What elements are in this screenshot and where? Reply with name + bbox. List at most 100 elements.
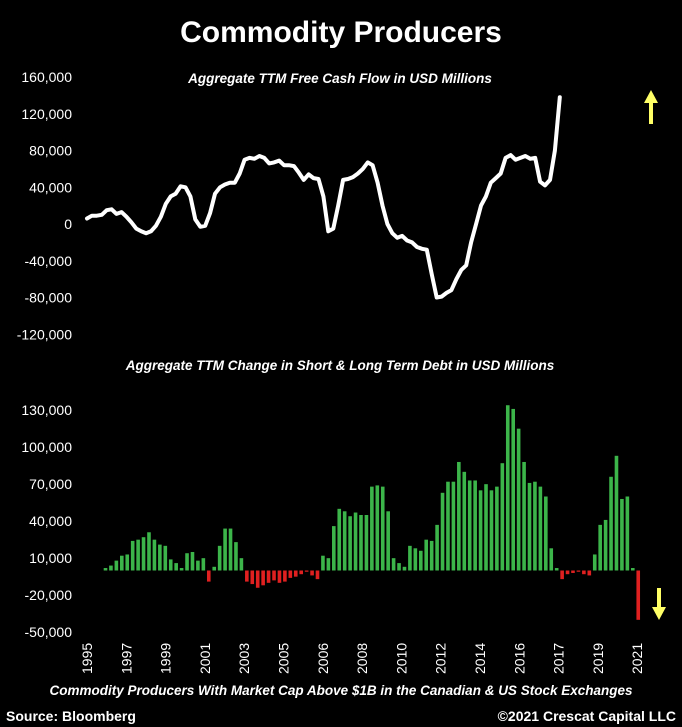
fcf-data-point xyxy=(430,272,434,277)
debt-bar-positive xyxy=(554,568,559,571)
debt-bar-positive xyxy=(505,405,510,571)
fcf-data-point xyxy=(188,194,192,198)
debt-bar-negative xyxy=(299,570,303,575)
debt-bar-negative xyxy=(565,570,570,575)
debt-bar-positive xyxy=(478,490,483,571)
fcf-data-point xyxy=(124,215,128,219)
x-tick-label: 2012 xyxy=(433,643,449,674)
debt-bar-positive xyxy=(348,516,352,571)
debt-y-tick-label: -50,000 xyxy=(25,624,73,640)
fcf-data-point xyxy=(321,194,325,198)
fcf-data-point xyxy=(208,211,212,215)
up-arrow-icon xyxy=(644,90,658,124)
x-tick-label: 2008 xyxy=(354,643,370,674)
fcf-data-point xyxy=(105,208,109,212)
fcf-data-point xyxy=(119,210,124,214)
debt-bar-positive xyxy=(190,552,195,571)
source-label: Source: Bloomberg xyxy=(6,708,136,724)
copyright-label: ©2021 Crescat Capital LLC xyxy=(498,708,676,724)
fcf-data-point xyxy=(233,181,237,185)
debt-bar-negative xyxy=(582,570,586,575)
fcf-data-point xyxy=(228,181,232,185)
fcf-y-tick-label: 120,000 xyxy=(21,106,72,122)
fcf-data-point xyxy=(183,185,188,189)
fcf-data-point xyxy=(371,163,375,167)
fcf-data-point xyxy=(356,171,360,176)
fcf-data-point xyxy=(464,263,468,267)
debt-bar-negative xyxy=(283,570,287,582)
fcf-data-point xyxy=(499,171,503,176)
debt-bar-positive xyxy=(516,428,521,571)
debt-bar-positive xyxy=(130,540,135,571)
debt-bar-positive xyxy=(467,480,472,571)
debt-bar-positive xyxy=(364,515,369,571)
fcf-data-point xyxy=(444,291,449,295)
debt-bar-negative xyxy=(266,570,271,583)
debt-bar-positive xyxy=(440,492,445,571)
debt-bar-positive xyxy=(614,455,619,571)
x-tick-label: 1997 xyxy=(118,643,134,674)
fcf-data-point xyxy=(174,192,178,196)
x-tick-label: 2006 xyxy=(315,643,331,674)
debt-bar-positive xyxy=(500,463,505,571)
x-tick-label: 2021 xyxy=(629,643,645,674)
x-tick-label: 2016 xyxy=(511,643,527,674)
fcf-data-point xyxy=(346,177,350,181)
fcf-data-point xyxy=(400,234,404,238)
fcf-data-point xyxy=(193,217,197,221)
x-tick-label: 2017 xyxy=(551,643,567,674)
fcf-y-tick-label: 160,000 xyxy=(21,69,72,85)
x-tick-label: 1999 xyxy=(158,643,174,674)
fcf-data-point xyxy=(341,178,345,182)
debt-y-tick-label: 100,000 xyxy=(21,439,72,455)
debt-bar-negative xyxy=(571,570,575,573)
debt-bar-positive xyxy=(424,539,429,571)
fcf-data-point xyxy=(159,215,163,219)
fcf-data-point xyxy=(262,156,266,160)
fcf-data-point xyxy=(154,224,158,228)
debt-bar-positive xyxy=(136,539,140,571)
debt-bar-positive xyxy=(418,550,423,571)
debt-bar-positive xyxy=(598,524,602,571)
debt-bar-positive xyxy=(397,563,401,571)
fcf-data-point xyxy=(218,185,222,189)
fcf-data-point xyxy=(513,158,518,162)
debt-bar-positive xyxy=(620,498,624,571)
fcf-data-point xyxy=(528,157,532,161)
fcf-data-point xyxy=(287,163,291,167)
footnote: Commodity Producers With Market Cap Abov… xyxy=(49,683,632,698)
debt-bar-negative xyxy=(293,570,298,577)
fcf-data-point xyxy=(380,204,385,208)
debt-bar-positive xyxy=(359,515,363,571)
debt-bar-positive xyxy=(630,568,635,571)
debt-bar-positive xyxy=(158,544,162,571)
fcf-data-point xyxy=(252,157,256,161)
fcf-y-tick-label: 0 xyxy=(64,216,72,232)
debt-bar-positive xyxy=(337,508,342,571)
debt-bar-positive xyxy=(147,532,151,571)
fcf-data-point xyxy=(469,240,473,244)
fcf-y-tick-label: -80,000 xyxy=(25,290,73,306)
x-tick-label: 2003 xyxy=(236,643,252,674)
fcf-data-point xyxy=(331,227,335,231)
fcf-data-point xyxy=(243,158,247,162)
fcf-data-point xyxy=(484,194,488,198)
fcf-data-points xyxy=(85,95,562,300)
debt-bar-positive xyxy=(386,511,390,571)
debt-bar-positive xyxy=(408,545,412,571)
fcf-data-point xyxy=(90,214,94,218)
fcf-data-point xyxy=(479,204,483,208)
debt-subtitle: Aggregate TTM Change in Short & Long Ter… xyxy=(125,358,555,373)
debt-bar-positive xyxy=(332,526,336,571)
debt-bar-positive xyxy=(212,566,217,571)
fcf-data-point xyxy=(558,95,562,99)
fcf-data-point xyxy=(203,224,207,228)
debt-bar-positive xyxy=(489,490,494,571)
debt-bar-positive xyxy=(609,476,613,571)
debt-bar-positive xyxy=(342,511,347,571)
fcf-data-point xyxy=(110,207,114,211)
debt-bar-positive xyxy=(321,555,325,571)
fcf-y-tick-label: 40,000 xyxy=(29,179,72,195)
debt-bar-positive xyxy=(196,560,200,571)
debt-bar-negative xyxy=(304,570,309,572)
